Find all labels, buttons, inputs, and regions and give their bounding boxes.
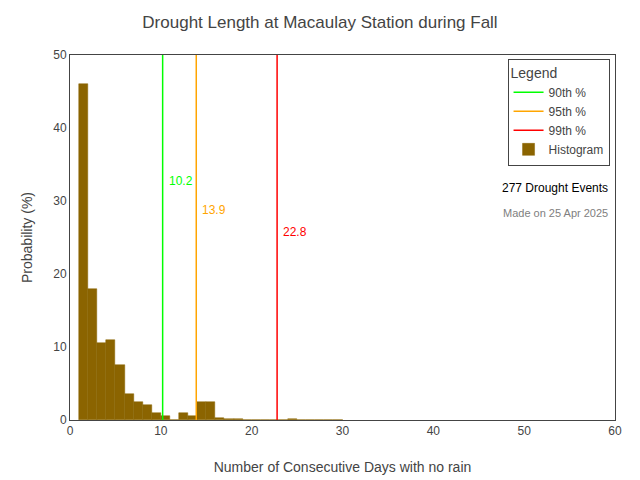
- svg-text:Made on 25 Apr 2025: Made on 25 Apr 2025: [503, 207, 608, 219]
- svg-text:99th %: 99th %: [549, 124, 587, 138]
- svg-text:20: 20: [245, 424, 259, 438]
- svg-text:Histogram: Histogram: [549, 143, 604, 157]
- svg-text:40: 40: [53, 121, 67, 135]
- svg-text:10.2: 10.2: [169, 174, 193, 188]
- svg-text:50: 50: [517, 424, 531, 438]
- svg-text:22.8: 22.8: [283, 225, 307, 239]
- svg-text:Number of Consecutive Days wit: Number of Consecutive Days with no rain: [214, 459, 472, 475]
- svg-text:10: 10: [154, 424, 168, 438]
- svg-text:13.9: 13.9: [202, 203, 226, 217]
- svg-text:0: 0: [60, 413, 67, 427]
- svg-text:30: 30: [53, 194, 67, 208]
- svg-text:10: 10: [53, 340, 67, 354]
- svg-text:30: 30: [336, 424, 350, 438]
- svg-text:60: 60: [608, 424, 622, 438]
- svg-text:20: 20: [53, 267, 67, 281]
- svg-text:277 Drought Events: 277 Drought Events: [502, 181, 608, 195]
- svg-text:Legend: Legend: [511, 65, 558, 81]
- svg-text:Probability (%): Probability (%): [19, 192, 35, 283]
- svg-text:50: 50: [53, 48, 67, 62]
- svg-text:95th %: 95th %: [549, 105, 587, 119]
- svg-text:Drought Length at Macaulay Sta: Drought Length at Macaulay Station durin…: [142, 13, 497, 32]
- svg-text:90th %: 90th %: [549, 86, 587, 100]
- svg-text:0: 0: [67, 424, 74, 438]
- svg-text:40: 40: [427, 424, 441, 438]
